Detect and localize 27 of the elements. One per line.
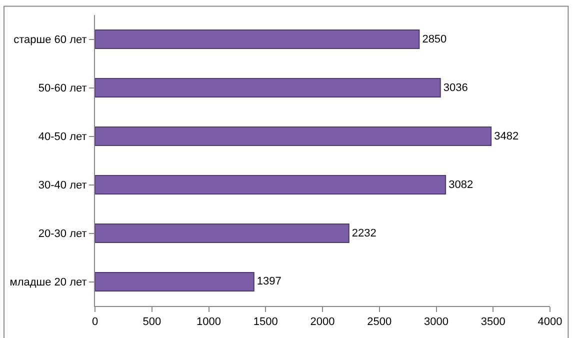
- x-tick-label: 4000: [538, 316, 562, 328]
- bar: [95, 224, 350, 243]
- data-label: 3036: [443, 82, 468, 94]
- y-tick-label: 50-60 лет: [38, 82, 87, 95]
- bar: [95, 30, 420, 49]
- data-label: 3482: [494, 130, 519, 142]
- x-tick-label: 1000: [196, 316, 221, 328]
- data-label: 2850: [422, 33, 447, 46]
- y-tick-label: 20-30 лет: [38, 228, 87, 240]
- x-tick-label: 1500: [253, 316, 278, 328]
- data-label: 2232: [352, 227, 376, 240]
- x-tick-label: 2500: [367, 316, 392, 328]
- data-label: 3082: [448, 178, 474, 191]
- x-tick-label: 3500: [480, 316, 506, 328]
- bar: [95, 272, 254, 292]
- y-tick-label: 30-40 лет: [38, 180, 87, 192]
- x-tick-label: 0: [92, 316, 98, 328]
- x-tick-label: 500: [142, 316, 162, 328]
- y-tick-label: младше 20 лет: [10, 276, 87, 289]
- y-tick-label: 40-50 лет: [38, 131, 87, 144]
- data-label: 1397: [256, 276, 282, 288]
- bar: [95, 78, 441, 98]
- bar: [95, 126, 492, 146]
- x-tick-label: 3000: [424, 316, 448, 328]
- x-tick-label: 2000: [310, 316, 335, 328]
- bar: [95, 175, 446, 194]
- y-tick-label: старше 60 лет: [14, 34, 87, 46]
